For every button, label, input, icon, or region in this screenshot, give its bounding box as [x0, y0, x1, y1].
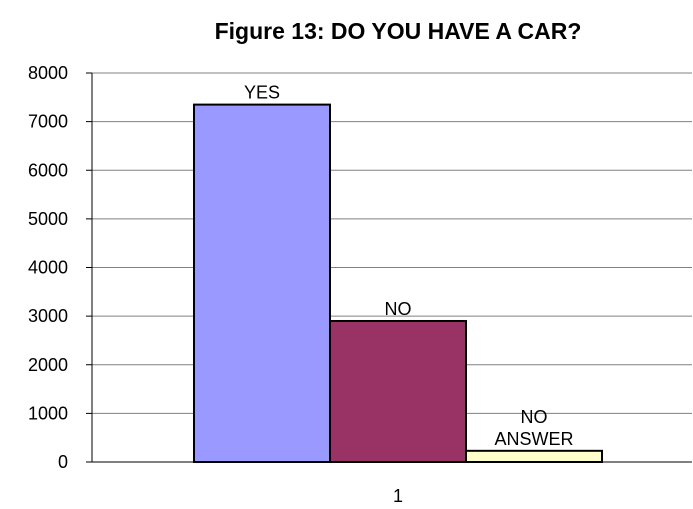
bar-2: [465, 449, 603, 464]
axis-layer: 0 1000 2000 3000 4000 5000 6000 7000 8000: [28, 63, 692, 472]
y-tick-label-5000: 5000: [28, 209, 68, 229]
y-tick-label-7000: 7000: [28, 112, 68, 132]
chart-title: Figure 13: DO YOU HAVE A CAR?: [214, 18, 582, 44]
data-label-2-1: ANSWER: [494, 429, 573, 449]
y-tick-label-2000: 2000: [28, 355, 68, 375]
y-tick-label-3000: 3000: [28, 306, 68, 326]
data-label-0-0: YES: [244, 83, 280, 103]
bar-1: [329, 319, 467, 463]
y-tick-label-8000: 8000: [28, 63, 68, 83]
bar-layer: [193, 103, 603, 464]
data-label-2-0: NO: [521, 407, 548, 427]
bar-0: [193, 103, 331, 463]
y-tick-label-0: 0: [58, 452, 68, 472]
data-label-1-0: NO: [385, 299, 412, 319]
y-tick-label-1000: 1000: [28, 403, 68, 423]
x-category-label: 1: [393, 486, 403, 506]
y-tick-label-4000: 4000: [28, 258, 68, 278]
y-tick-label-6000: 6000: [28, 160, 68, 180]
